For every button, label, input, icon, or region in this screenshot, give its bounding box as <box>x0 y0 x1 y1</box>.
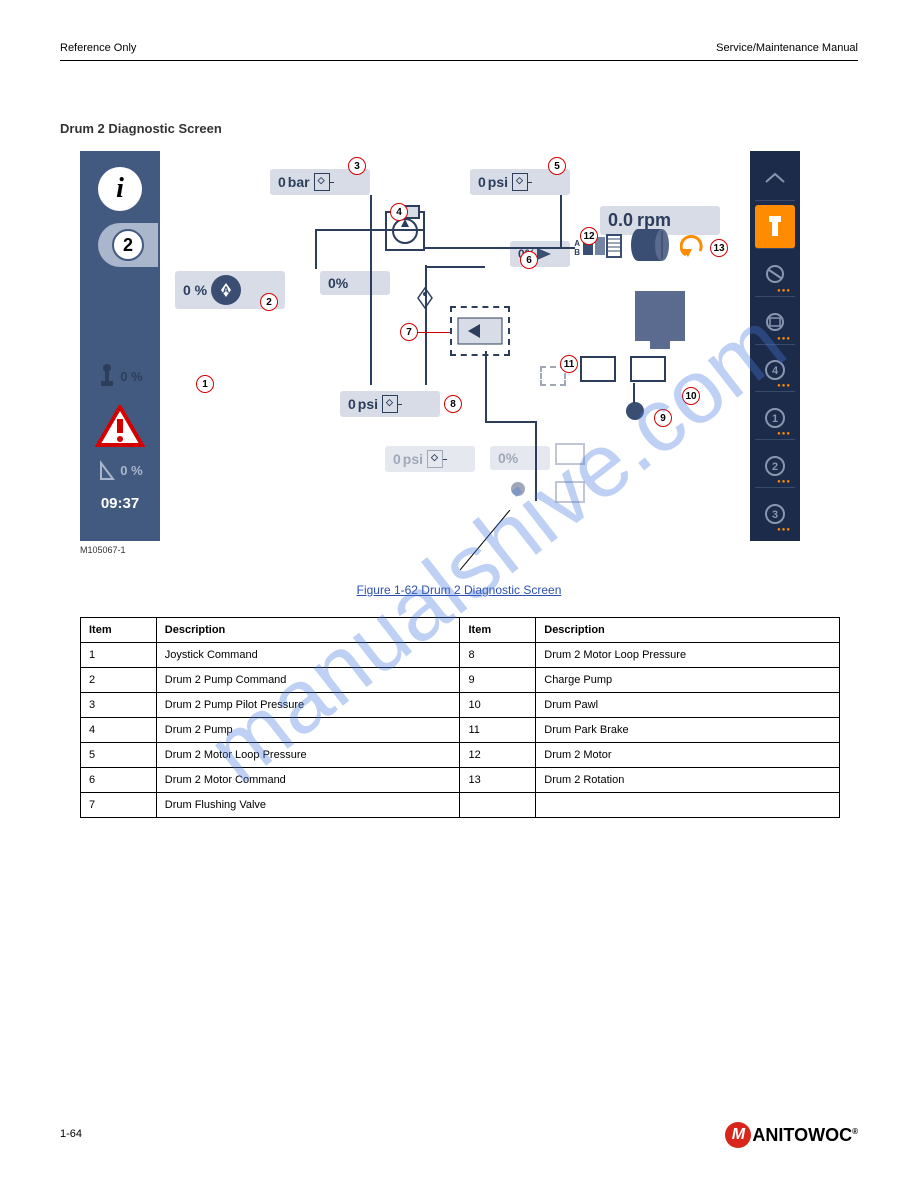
joystick-indicator: 0 % <box>97 363 142 389</box>
hydraulic-diagram: 0 bar 0 psi 0.0 rpm 0 % A 0 % <box>160 151 750 541</box>
svg-text:3: 3 <box>772 509 778 521</box>
port-b-label: B <box>574 248 580 257</box>
svg-text:1: 1 <box>772 413 778 425</box>
counterweight-symbol <box>635 291 685 341</box>
logo-m-icon: M <box>725 1122 751 1148</box>
angle-indicator: 0 % <box>97 459 142 481</box>
info-icon-button[interactable]: i <box>98 167 142 211</box>
pressure-sensor-icon <box>382 395 398 413</box>
valve-pct-unit: % <box>336 275 348 291</box>
legend-table: Item Description Item Description 1Joyst… <box>80 617 840 818</box>
pump-icon: A <box>211 275 241 305</box>
pressure-sensor-icon <box>512 173 528 191</box>
figure-caption: Figure 1-62 Drum 2 Diagnostic Screen <box>60 583 858 597</box>
psi-mid-value: 0 <box>348 396 356 412</box>
warning-icon <box>95 405 145 449</box>
time-display: 09:37 <box>90 495 150 512</box>
port-a-label: A <box>574 239 580 248</box>
joystick-pct: 0 % <box>120 369 142 384</box>
bar-value: 0 <box>278 174 286 190</box>
callout-1: 1 <box>196 375 214 393</box>
pressure-sensor-icon <box>314 173 330 191</box>
psi-bottom-unit: psi <box>403 451 423 467</box>
psi-mid-box: 0 psi <box>340 391 440 417</box>
drum-pawl-valve <box>630 356 666 382</box>
callout-11: 11 <box>560 355 578 373</box>
th-item-2: Item <box>460 618 536 643</box>
table-row: 7Drum Flushing Valve <box>81 793 840 818</box>
tool-button[interactable] <box>755 205 795 249</box>
drum1-button[interactable]: 1●●● <box>755 396 795 440</box>
psi-mid-unit: psi <box>358 396 378 412</box>
th-desc-2: Description <box>536 618 840 643</box>
pointer-line <box>460 510 520 570</box>
drum2-button[interactable]: 2●●● <box>755 444 795 488</box>
svg-text:A: A <box>223 285 230 295</box>
right-sidebar: ●●● ●●● 4●●● 1●●● 2●●● 3●●● <box>750 151 800 541</box>
bar-unit: bar <box>288 174 310 190</box>
psi-top-value: 0 <box>478 174 486 190</box>
page-number: 1-64 <box>60 1128 82 1140</box>
header-rule <box>60 60 858 61</box>
logo-text: ANITOWOC <box>752 1125 852 1145</box>
secondary-valve <box>555 443 585 465</box>
top-chevron-button[interactable] <box>755 157 795 201</box>
callout-12: 12 <box>580 227 598 245</box>
callout-13: 13 <box>710 239 728 257</box>
drum4-button[interactable]: 4●●● <box>755 349 795 393</box>
callout-8: 8 <box>444 395 462 413</box>
svg-text:2: 2 <box>772 461 778 473</box>
left-sidebar: i 2 0 % 0 % 09:37 <box>80 151 160 541</box>
table-row: 6Drum 2 Motor Command13Drum 2 Rotation <box>81 768 840 793</box>
psi-top-unit: psi <box>488 174 508 190</box>
angle-pct: 0 % <box>120 463 142 478</box>
flushing-valve <box>450 306 510 356</box>
pump-pct-value: 0 % <box>183 282 207 298</box>
callout-7: 7 <box>400 323 418 341</box>
charge-pump-symbol <box>625 401 645 426</box>
manitowoc-logo: M ANITOWOC® <box>725 1122 858 1148</box>
pct-bottom-unit: % <box>506 450 518 466</box>
line-charge <box>633 383 635 403</box>
callout-4: 4 <box>390 203 408 221</box>
table-row: 4Drum 2 Pump11Drum Park Brake <box>81 718 840 743</box>
table-row: 1Joystick Command8Drum 2 Motor Loop Pres… <box>81 643 840 668</box>
table-row: 3Drum 2 Pump Pilot Pressure10Drum Pawl <box>81 693 840 718</box>
psi-bottom-value: 0 <box>393 451 401 467</box>
page-number: 2 <box>112 229 144 261</box>
pressure-sensor-icon <box>427 450 443 468</box>
th-desc-1: Description <box>156 618 460 643</box>
callout-3: 3 <box>348 157 366 175</box>
brake-icon-button[interactable]: ●●● <box>755 301 795 345</box>
valve-pct-box: 0 % <box>320 271 390 295</box>
callout-9: 9 <box>654 409 672 427</box>
secondary-pump <box>510 481 526 502</box>
swing-icon-button[interactable]: ●●● <box>755 253 795 297</box>
pct-bottom-value: 0 <box>498 450 506 466</box>
rotation-arrow-icon <box>680 231 706 266</box>
pct-bottom-box: 0 % <box>490 446 550 470</box>
th-item-1: Item <box>81 618 157 643</box>
secondary-valve-2 <box>555 481 585 503</box>
header-left-text: Reference Only <box>60 42 136 54</box>
callout-5: 5 <box>548 157 566 175</box>
table-row: 2Drum 2 Pump Command9Charge Pump <box>81 668 840 693</box>
svg-text:4: 4 <box>772 365 779 377</box>
callout-6: 6 <box>520 251 538 269</box>
park-brake-valve <box>580 356 616 382</box>
section-title: Drum 2 Diagnostic Screen <box>60 121 858 136</box>
page-indicator[interactable]: 2 <box>98 223 158 267</box>
callout-2: 2 <box>260 293 278 311</box>
table-row: 5Drum 2 Motor Loop Pressure12Drum 2 Moto… <box>81 743 840 768</box>
drum-symbol <box>630 227 674 268</box>
header-right-text: Service/Maintenance Manual <box>716 42 858 54</box>
diagnostic-screenshot: i 2 0 % 0 % 09:37 ●●● ●●● <box>80 151 800 541</box>
valve-pct-value: 0 <box>328 275 336 291</box>
psi-bottom-box: 0 psi <box>385 446 475 472</box>
drum3-button[interactable]: 3●●● <box>755 492 795 535</box>
callout-10: 10 <box>682 387 700 405</box>
